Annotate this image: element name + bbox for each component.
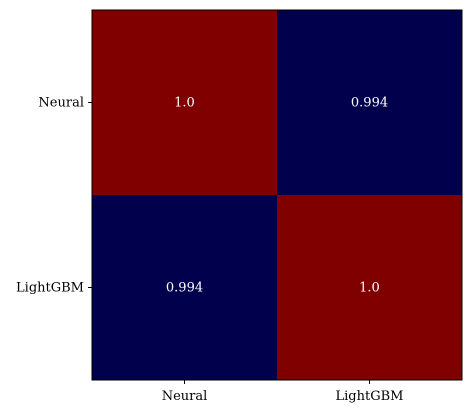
heatmap-cell-0-1: [277, 10, 462, 195]
y-tick-label: Neural: [38, 96, 84, 111]
cell-value-label-1-1: 1.0: [359, 281, 380, 296]
heatmap-cell-1-1: [277, 195, 462, 380]
x-tick-label: LightGBM: [336, 389, 404, 404]
plot-frame: [91, 9, 463, 381]
x-axis: Neural LightGBM: [162, 380, 404, 404]
heatmap-cells: [92, 10, 462, 380]
heatmap-cell-1-0: [92, 195, 277, 380]
y-axis: Neural LightGBM: [16, 96, 92, 296]
cell-value-label-0-0: 1.0: [174, 96, 195, 111]
cell-value-label-0-1: 0.994: [351, 96, 388, 111]
x-tick-label: Neural: [162, 389, 208, 404]
heatmap-cell-labels: 1.0 0.994 0.994 1.0: [166, 96, 388, 296]
heatmap-cell-0-0: [92, 10, 277, 195]
cell-value-label-1-0: 0.994: [166, 281, 203, 296]
y-tick-label: LightGBM: [16, 281, 84, 296]
